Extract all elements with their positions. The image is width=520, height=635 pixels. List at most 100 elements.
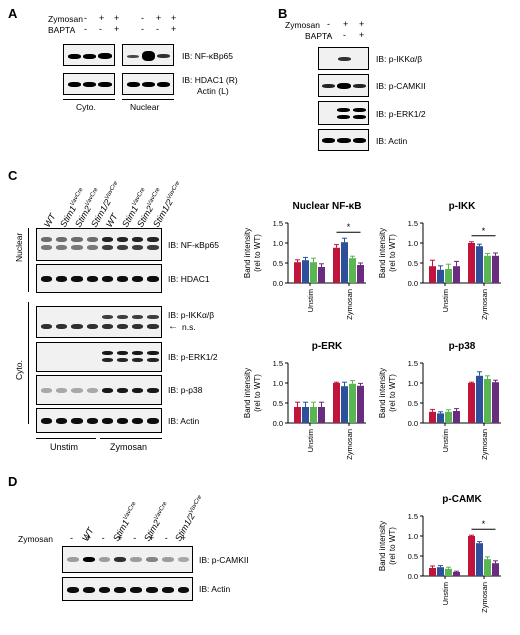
panel-d-mark: + bbox=[117, 533, 123, 543]
panel-c-pikk-label: IB: p-IKKα/β bbox=[168, 310, 215, 320]
blot-band bbox=[177, 557, 190, 562]
arrow-left-icon: ← bbox=[168, 321, 178, 332]
panel-a-letter: A bbox=[8, 6, 18, 21]
chart-bar bbox=[445, 411, 452, 423]
blot-band bbox=[147, 324, 159, 329]
blot-band bbox=[117, 276, 129, 282]
chart-significance-star: * bbox=[482, 519, 486, 529]
chart-y-tick-label: 1.5 bbox=[273, 359, 283, 368]
chart-bar bbox=[476, 543, 483, 576]
panel-d-mark: - bbox=[70, 533, 73, 543]
blot-band bbox=[71, 276, 83, 282]
chart-bar bbox=[333, 247, 340, 283]
panel-b-pikk-blot bbox=[318, 47, 369, 70]
blot-band bbox=[86, 237, 98, 242]
chart-category-label: Zymosan bbox=[345, 429, 354, 460]
chart-bar bbox=[341, 386, 348, 423]
panel-b-perk-label: IB: p-ERK1/2 bbox=[376, 109, 426, 119]
chart-bar bbox=[302, 260, 309, 283]
blot-band bbox=[71, 237, 83, 242]
blot-band bbox=[71, 388, 83, 393]
panel-c-unstim-label: Unstim bbox=[50, 442, 79, 452]
blot-band bbox=[41, 324, 53, 329]
chart-category-label: Unstim bbox=[441, 289, 450, 312]
panel-c-zymosan-bracket bbox=[100, 438, 162, 439]
blot-band bbox=[98, 587, 111, 593]
chart-title: p-p38 bbox=[449, 341, 476, 352]
blot-band bbox=[132, 358, 144, 362]
chart-y-tick-label: 1.5 bbox=[408, 359, 418, 368]
panel-b-letter: B bbox=[278, 6, 288, 21]
panel-b-pikk-label: IB: p-IKKα/β bbox=[376, 54, 423, 64]
panel-c-nuclear-label: Nuclear bbox=[14, 232, 24, 262]
chart-ylabel: (rel to WT) bbox=[253, 374, 262, 412]
chart-category-label: Zymosan bbox=[480, 289, 489, 320]
chart-bar bbox=[429, 568, 436, 576]
panel-d-mark: - bbox=[133, 533, 137, 543]
blot-band bbox=[177, 587, 190, 593]
panel-a-actin-label: Actin (L) bbox=[197, 86, 229, 96]
blot-band bbox=[147, 237, 159, 242]
panel-c-cyto-label: Cyto. bbox=[14, 360, 24, 380]
panel-d-lane-label: Stim1/2VavCre bbox=[173, 494, 207, 543]
blot-band bbox=[86, 276, 98, 282]
chart-bar bbox=[468, 383, 475, 423]
blot-band bbox=[71, 324, 83, 329]
panel-d-pcamkii-label: IB: p-CAMKII bbox=[199, 555, 249, 565]
chart-bar bbox=[429, 266, 436, 283]
blot-band bbox=[71, 418, 83, 424]
chart-y-tick-label: 0.5 bbox=[273, 399, 283, 408]
chart-bar bbox=[310, 262, 317, 283]
panel-c-ns-label: n.s. bbox=[182, 322, 196, 332]
chart-y-tick-label: 1.5 bbox=[408, 512, 418, 521]
blot-band bbox=[117, 418, 129, 424]
blot-band bbox=[132, 276, 144, 282]
chart-bar bbox=[349, 383, 356, 423]
blot-band bbox=[147, 418, 159, 424]
chart-ylabel: Band intensity bbox=[378, 521, 387, 571]
chart-significance-star: * bbox=[347, 222, 351, 232]
chart-nuclear-nfkb: Nuclear NF-κB Band intensity (rel to WT) 0.… bbox=[243, 201, 366, 320]
blot-band bbox=[147, 315, 159, 319]
chart-ylabel: Band intensity bbox=[243, 368, 252, 418]
chart-category-label: Unstim bbox=[441, 429, 450, 452]
chart-ylabel: (rel to WT) bbox=[388, 234, 397, 272]
chart-bar bbox=[357, 265, 364, 283]
blot-band bbox=[56, 388, 68, 393]
blot-band bbox=[117, 245, 129, 250]
panel-a-mark: + bbox=[171, 13, 177, 23]
panel-d-actin-label: IB: Actin bbox=[199, 584, 231, 594]
blot-band bbox=[56, 418, 68, 424]
panel-c-hdac1-label: IB: HDAC1 bbox=[168, 274, 210, 284]
panel-a-nfkb-label: IB: NF-κBp65 bbox=[182, 51, 234, 61]
chart-bar bbox=[492, 563, 499, 576]
panel-a-cyto-bracket bbox=[63, 99, 115, 100]
chart-y-tick-label: 0.5 bbox=[408, 552, 418, 561]
blot-band bbox=[98, 557, 111, 562]
blot-band bbox=[132, 245, 144, 250]
panel-a-mark: - bbox=[84, 24, 87, 34]
panel-c-lane-label: WT bbox=[42, 212, 58, 229]
blot-band bbox=[130, 587, 142, 593]
chart-ylabel: (rel to WT) bbox=[388, 527, 397, 565]
chart-bar bbox=[437, 413, 444, 423]
chart-ylabel: (rel to WT) bbox=[253, 234, 262, 272]
panel-c-lane-superscript: VavCre bbox=[165, 180, 181, 201]
chart-significance-star: * bbox=[482, 226, 486, 236]
chart-category-label: Zymosan bbox=[480, 429, 489, 460]
panel-d-mark: + bbox=[180, 533, 186, 543]
blot-band bbox=[82, 587, 95, 593]
blot-band bbox=[161, 587, 174, 593]
chart-bar bbox=[484, 559, 491, 576]
blot-band bbox=[147, 245, 159, 250]
panel-a-mark: + bbox=[171, 24, 177, 34]
blot-band bbox=[56, 237, 68, 242]
blot-band bbox=[101, 276, 113, 282]
panel-a-mark: + bbox=[114, 13, 120, 23]
panel-d-lane-label: Stim1VavCre bbox=[111, 501, 141, 543]
blot-band bbox=[130, 557, 142, 562]
panel-a-bapta-label: BAPTA bbox=[48, 25, 76, 35]
chart-bar bbox=[294, 407, 301, 423]
panel-d-pcamkii-blot bbox=[62, 546, 193, 573]
chart-bar bbox=[302, 407, 309, 423]
